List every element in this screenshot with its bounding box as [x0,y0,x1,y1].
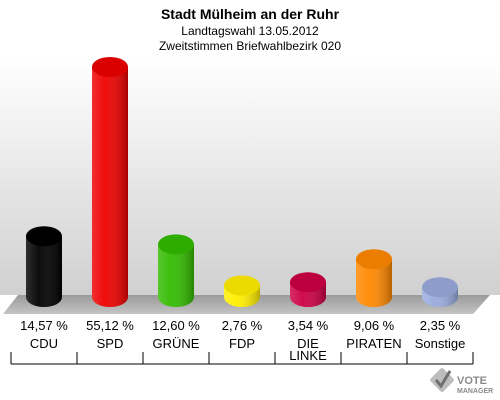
bar-5 [290,272,326,307]
bar-1 [26,226,62,307]
bar-top [224,275,260,296]
value-labels-group: 14,57 % 55,12 % 12,60 % 2,76 % 3,54 % 9,06 % 2… [20,318,461,333]
bar-6 [356,249,392,307]
chart-subtitle-2: Zweitstimmen Briefwahlbezirk 020 [159,39,341,53]
category-label: PIRATEN [346,336,401,351]
value-label: 9,06 % [354,318,395,333]
bar-top [26,226,62,247]
chart-title: Stadt Mülheim an der Ruhr [161,6,340,22]
category-label: DIE [297,336,319,351]
vote-manager-logo: VOTE MANAGER [430,368,493,395]
category-label: LINKE [289,348,327,363]
value-label: 55,12 % [86,318,134,333]
bars-group [26,57,458,307]
bar-top [92,57,128,77]
bar-shading [158,244,194,307]
value-label: 2,76 % [222,318,263,333]
bar-top [158,234,194,255]
bar-shading [356,259,392,307]
bar-7 [422,277,458,307]
bar-shading [26,236,62,307]
bar-3 [158,234,194,307]
category-label: SPD [97,336,124,351]
value-label: 14,57 % [20,318,68,333]
bar-top [422,277,458,298]
logo-text-manager: MANAGER [457,388,493,395]
chart-subtitle-1: Landtagswahl 13.05.2012 [181,24,319,38]
value-label: 2,35 % [420,318,461,333]
bar-4 [224,275,260,307]
bar-shading [92,67,128,307]
chart-wall [0,58,500,295]
value-label: 3,54 % [288,318,329,333]
category-label: CDU [30,336,58,351]
check-icon [430,368,454,392]
bar-2 [92,57,128,307]
value-label: 12,60 % [152,318,200,333]
category-label: Sonstige [415,336,466,351]
category-label: FDP [229,336,255,351]
logo-text-vote: VOTE [457,375,487,387]
bar-top [356,249,392,270]
bar-top [290,272,326,293]
category-label: GRÜNE [153,336,200,351]
